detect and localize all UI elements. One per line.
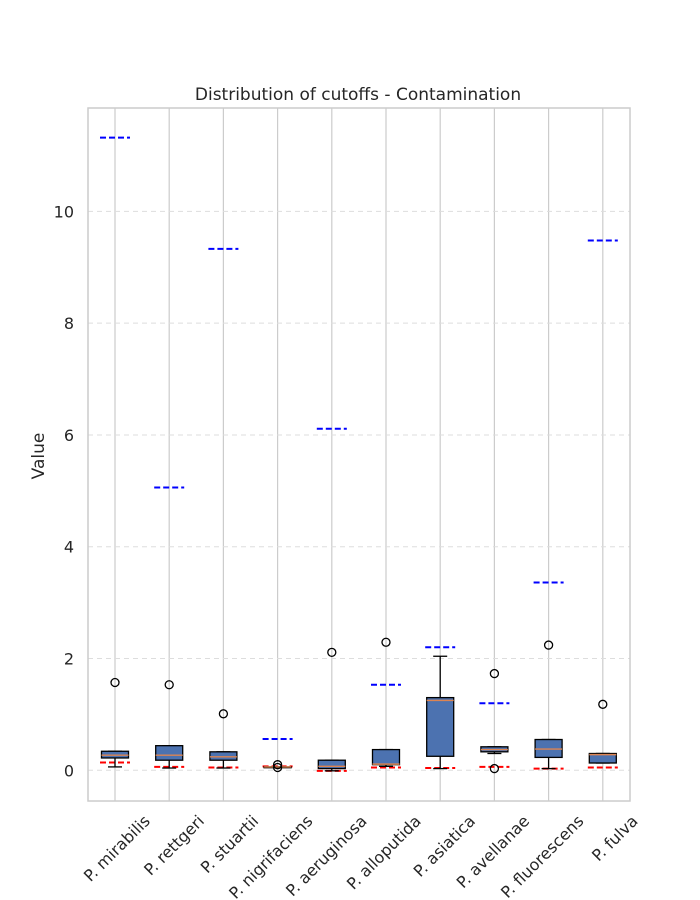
outlier-point <box>164 680 174 690</box>
y-tick-labels: 0 2 4 6 8 10 <box>54 202 74 780</box>
outlier-point <box>489 763 500 774</box>
outlier-point <box>218 709 229 719</box>
y-tick-label: 6 <box>64 426 74 445</box>
y-tick-label: 2 <box>64 649 74 668</box>
chart-title: Distribution of cutoffs - Contamination <box>195 85 521 105</box>
box <box>371 748 401 766</box>
outlier-point <box>272 762 283 773</box>
outlier-point <box>489 668 500 679</box>
x-tick-label: P. mirabilis <box>80 811 154 885</box>
y-tick-label: 10 <box>54 202 74 221</box>
y-tick-label: 0 <box>64 761 74 780</box>
box <box>317 759 346 770</box>
grid-lines <box>88 108 630 801</box>
outlier-point <box>543 640 554 650</box>
box <box>426 696 455 757</box>
y-tick-label: 4 <box>64 538 74 557</box>
outlier-point <box>598 699 608 709</box>
box <box>588 752 617 764</box>
y-axis-label: Value <box>29 433 49 480</box>
outlier-point <box>110 677 120 688</box>
plot-frame <box>87 107 631 802</box>
box-plots <box>100 637 617 774</box>
y-tick-label: 8 <box>64 314 74 333</box>
x-tick-label: P. fulva <box>588 811 642 865</box>
outlier-point <box>272 760 283 770</box>
box <box>209 751 238 761</box>
box <box>155 745 184 761</box>
outlier-point <box>327 647 337 657</box>
cutoff-lines <box>100 136 618 772</box>
outlier-point <box>381 637 391 647</box>
